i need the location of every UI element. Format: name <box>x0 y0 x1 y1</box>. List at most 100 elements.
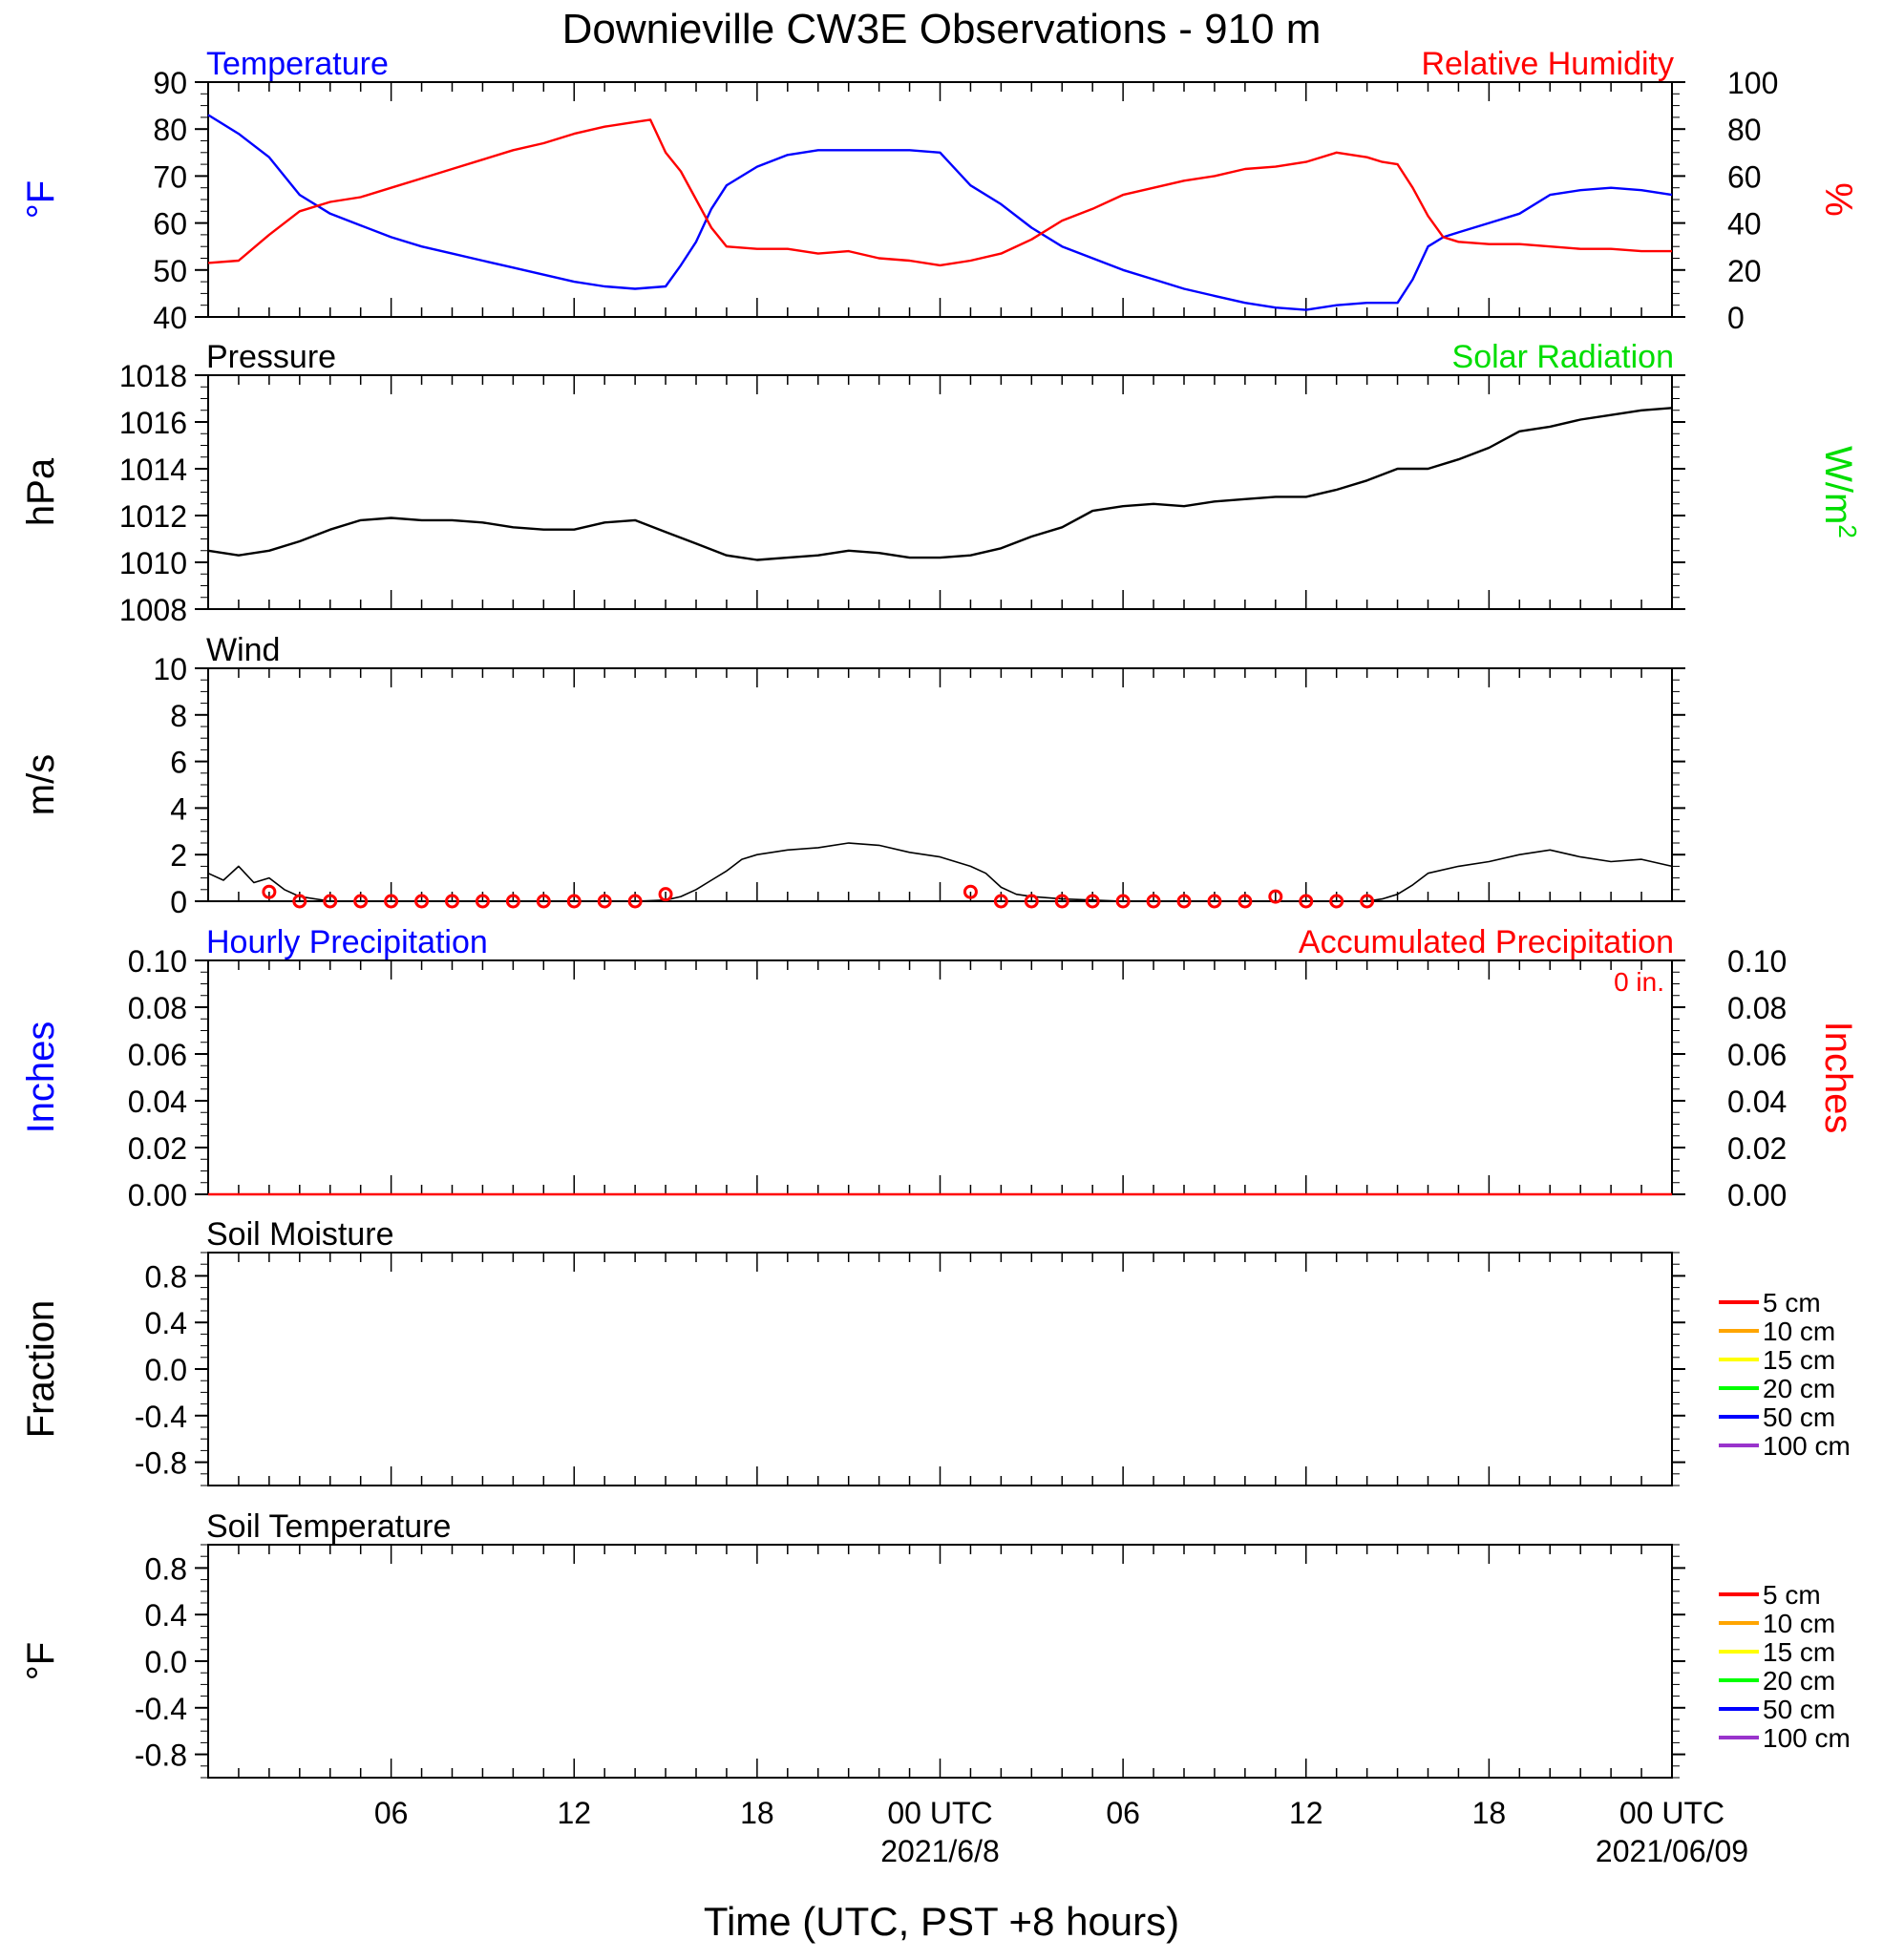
x-tick-label: 12 <box>1289 1796 1323 1830</box>
y-tick-label: -0.4 <box>135 1400 187 1434</box>
legend-label: 5 cm <box>1763 1580 1821 1610</box>
panel-right-title: Relative Humidity <box>1421 46 1674 82</box>
series-line-pressure <box>207 407 1673 561</box>
y-tick-label: 50 <box>153 254 187 288</box>
right-y-tick-label: 0.02 <box>1727 1131 1787 1166</box>
y-tick-label: 4 <box>170 791 187 826</box>
right-y-tick-label: 0.00 <box>1727 1178 1787 1212</box>
y-tick-label: 0.10 <box>128 944 187 979</box>
panel-right-title: Solar Radiation <box>1452 339 1674 375</box>
wind-hourly-marker <box>445 894 459 909</box>
legend-label: 100 cm <box>1763 1723 1851 1753</box>
wind-hourly-marker <box>353 894 369 909</box>
y-tick-label: 0.04 <box>128 1085 187 1119</box>
panel-right-title: Accumulated Precipitation <box>1299 924 1674 960</box>
y-tick-label: 1012 <box>119 499 187 534</box>
right-y-tick-label: 0.08 <box>1727 991 1787 1025</box>
panel-title: Pressure <box>206 339 336 375</box>
y-tick-label: 40 <box>153 301 187 335</box>
legend-label: 10 cm <box>1763 1317 1835 1346</box>
right-y-axis-label: Inches <box>1817 1022 1859 1134</box>
y-tick-label: 90 <box>153 66 187 100</box>
y-axis-label: °F <box>20 1642 62 1680</box>
x-tick-label: 00 UTC <box>1619 1796 1724 1830</box>
right-y-tick-label: 0.06 <box>1727 1038 1787 1072</box>
wind-hourly-marker <box>1207 894 1222 909</box>
wind-hourly-marker <box>292 894 307 909</box>
wind-hourly-marker <box>1329 894 1344 909</box>
panel-title: Temperature <box>206 46 389 82</box>
wind-hourly-marker <box>414 894 430 909</box>
y-tick-label: 60 <box>153 207 187 242</box>
y-tick-label: 10 <box>153 652 187 686</box>
y-tick-label: 0.0 <box>145 1353 187 1387</box>
right-y-tick-label: 0.04 <box>1727 1085 1787 1119</box>
y-tick-label: -0.8 <box>135 1739 187 1773</box>
right-y-tick-label: 0.10 <box>1727 944 1787 979</box>
y-tick-label: 0.0 <box>145 1645 187 1679</box>
y-tick-label: 1018 <box>119 359 187 393</box>
wind-hourly-marker <box>323 894 338 909</box>
legend-label: 15 cm <box>1763 1345 1835 1375</box>
y-tick-label: 1008 <box>119 593 187 627</box>
wind-hourly-marker <box>993 894 1008 909</box>
wind-hourly-marker <box>505 894 520 909</box>
panel-temperature_humidity: 40 50 60 70 80 90 0 20 40 60 80 100 Temperature Relat… <box>20 46 1859 335</box>
wind-hourly-marker <box>1299 894 1314 909</box>
wind-hourly-marker <box>1268 889 1283 904</box>
x-tick-label: 06 <box>374 1796 409 1830</box>
wind-hourly-marker <box>597 894 612 909</box>
legend-label: 20 cm <box>1763 1374 1835 1403</box>
legend-label: 50 cm <box>1763 1695 1835 1724</box>
right-y-axis-label: W/m2 <box>1817 446 1862 538</box>
panel-soil_moisture: -0.8 -0.4 0.0 0.4 0.8 Soil Moisture Fraction 5 … <box>20 1216 1851 1486</box>
y-axis-label: Inches <box>20 1022 62 1134</box>
wind-hourly-marker <box>1024 894 1039 909</box>
wind-hourly-marker <box>262 884 277 899</box>
chart-title: Downieville CW3E Observations - 910 m <box>562 6 1322 53</box>
y-tick-label: 0.4 <box>145 1306 187 1340</box>
y-tick-label: 0.4 <box>145 1598 187 1633</box>
x-axis: 06 12 18 00 UTC 06 12 18 00 UTC 2021/6/8 2021/06/… <box>374 1796 1748 1868</box>
panel-precipitation: 0.00 0.02 0.04 0.06 0.08 0.10 0.00 0.02 0.04 0.06… <box>20 924 1859 1212</box>
right-y-tick-label: 0 <box>1727 301 1745 335</box>
y-tick-label: 80 <box>153 113 187 147</box>
y-tick-label: 0.02 <box>128 1131 187 1166</box>
wind-hourly-marker <box>1115 894 1131 909</box>
x-axis-label: Time (UTC, PST +8 hours) <box>704 1899 1179 1944</box>
y-tick-label: 70 <box>153 159 187 194</box>
wind-hourly-marker <box>627 894 643 909</box>
y-tick-label: -0.4 <box>135 1692 187 1726</box>
y-axis-label: °F <box>20 180 62 219</box>
right-y-tick-label: 60 <box>1727 159 1762 194</box>
y-tick-label: 6 <box>170 746 187 780</box>
y-tick-label: 1010 <box>119 546 187 580</box>
wind-hourly-marker <box>536 894 551 909</box>
y-tick-label: 0.00 <box>128 1178 187 1212</box>
right-y-tick-label: 80 <box>1727 113 1762 147</box>
wind-hourly-marker <box>384 894 399 909</box>
panel-title: Soil Moisture <box>206 1216 394 1253</box>
unit-superscript: 2 <box>1833 524 1862 537</box>
accumulated-total-label: 0 in. <box>1614 967 1664 997</box>
y-tick-label: 0.8 <box>145 1551 187 1586</box>
y-axis-label: hPa <box>20 457 62 526</box>
y-tick-label: 1016 <box>119 406 187 440</box>
x-date-label: 2021/06/09 <box>1596 1834 1748 1868</box>
x-tick-label: 12 <box>557 1796 591 1830</box>
x-tick-label: 18 <box>740 1796 774 1830</box>
y-axis-label: m/s <box>20 754 62 815</box>
legend-label: 50 cm <box>1763 1402 1835 1432</box>
y-axis-label: Fraction <box>20 1300 62 1439</box>
x-date-label: 2021/6/8 <box>880 1834 1000 1868</box>
panel-pressure: 1008 1010 1012 1014 1016 1018 Pressure Solar Ra… <box>20 339 1862 627</box>
legend-label: 100 cm <box>1763 1431 1851 1461</box>
legend-label: 10 cm <box>1763 1609 1835 1638</box>
y-tick-label: -0.8 <box>135 1446 187 1481</box>
right-y-axis-label: % <box>1817 182 1859 217</box>
y-tick-label: 0.8 <box>145 1259 187 1294</box>
series-line-relative-humidity <box>207 118 1672 267</box>
